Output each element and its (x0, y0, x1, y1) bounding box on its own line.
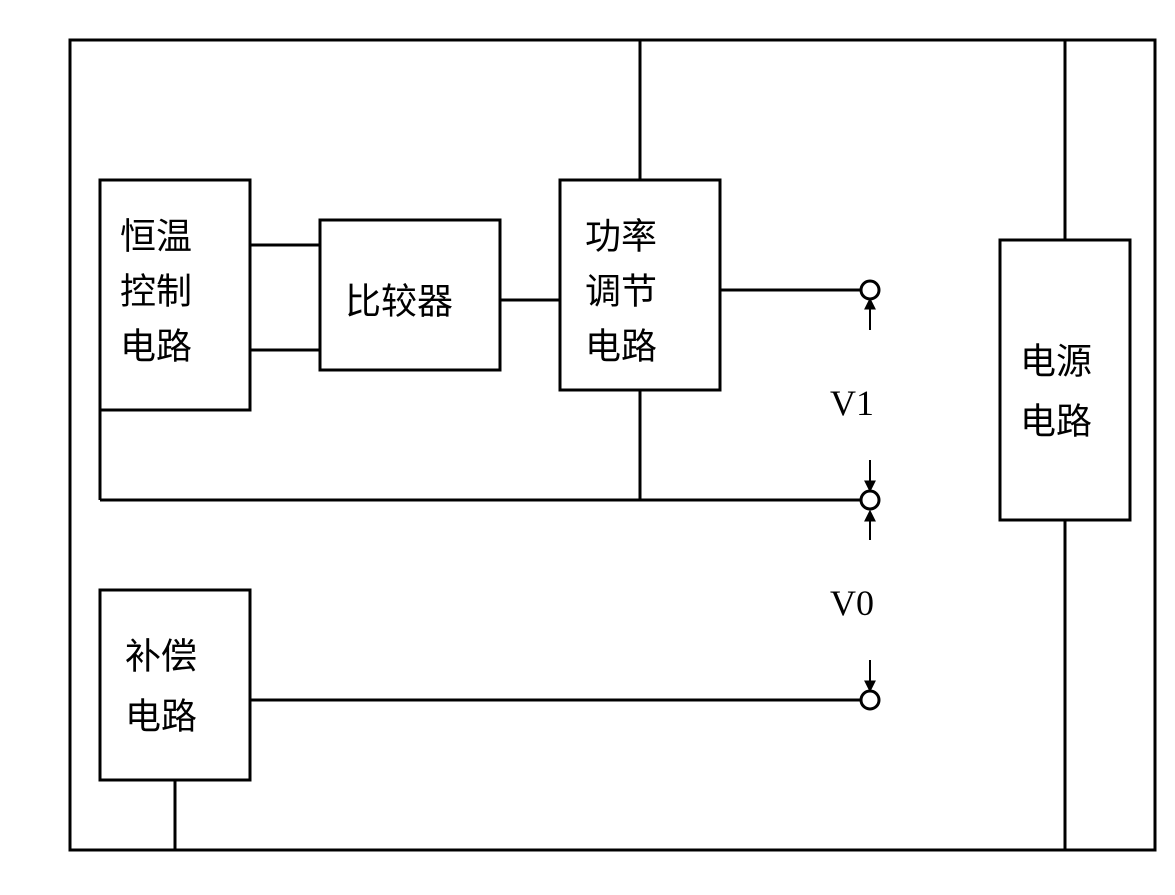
block-power_supply-label-0: 电源 (1020, 341, 1092, 381)
block-power_supply-label-1: 电路 (1020, 401, 1092, 441)
block-thermo_ctrl: 恒温控制电路 (100, 180, 250, 410)
block-compensation-label-1: 电路 (125, 696, 197, 736)
block-power_supply: 电源电路 (1000, 240, 1130, 520)
block-diagram: 恒温控制电路比较器功率调节电路补偿电路电源电路V1V0 (0, 0, 1175, 895)
block-thermo_ctrl-label-1: 控制 (120, 271, 192, 311)
block-compensation: 补偿电路 (100, 590, 250, 780)
block-thermo_ctrl-label-2: 电路 (120, 326, 192, 366)
block-comparator-label-0: 比较器 (345, 281, 453, 321)
terminal-bot (861, 691, 879, 709)
block-comparator: 比较器 (320, 220, 500, 370)
block-power_adj-label-1: 调节 (585, 271, 657, 311)
terminal-mid (861, 491, 879, 509)
block-power_adj-label-0: 功率 (585, 216, 657, 256)
voltage-label-v0: V0 (830, 583, 874, 623)
block-power_adj-label-2: 电路 (585, 326, 657, 366)
block-power_adj: 功率调节电路 (560, 180, 720, 390)
voltage-label-v1: V1 (830, 383, 874, 423)
block-thermo_ctrl-label-0: 恒温 (120, 216, 192, 256)
terminal-top (861, 281, 879, 299)
block-compensation-label-0: 补偿 (125, 636, 197, 676)
